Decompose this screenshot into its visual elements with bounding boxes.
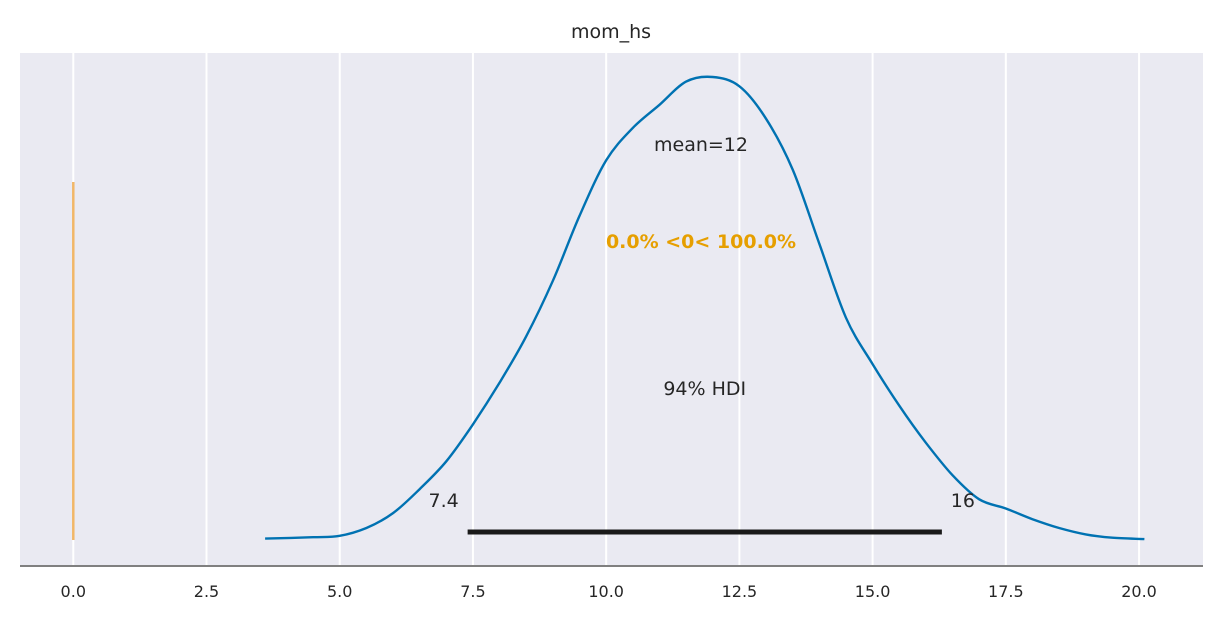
ref-val-label: 0.0% <0< 100.0% [606, 231, 796, 253]
density-curve [265, 75, 1145, 541]
x-tick-label: 17.5 [988, 582, 1024, 601]
x-tick-label: 15.0 [855, 582, 891, 601]
x-tick-label: 20.0 [1121, 582, 1157, 601]
x-tick-label: 5.0 [327, 582, 352, 601]
x-tick-label: 2.5 [194, 582, 219, 601]
x-tick-label: 0.0 [61, 582, 86, 601]
mean-label: mean=12 [654, 134, 748, 156]
x-axis-ticks: 0.0 2.5 5.0 7.5 10.0 12.5 15.0 17.5 20.0 [61, 582, 1157, 601]
chart-title: mom_hs [571, 21, 651, 43]
x-tick-label: 12.5 [722, 582, 758, 601]
hdi-label: 94% HDI [663, 378, 746, 400]
hdi-low-label: 7.4 [429, 490, 459, 512]
grid-lines [72, 53, 1141, 566]
x-tick-label: 10.0 [588, 582, 624, 601]
plot-area [20, 53, 1203, 566]
hdi-high-label: 16 [951, 490, 975, 512]
x-tick-label: 7.5 [460, 582, 485, 601]
